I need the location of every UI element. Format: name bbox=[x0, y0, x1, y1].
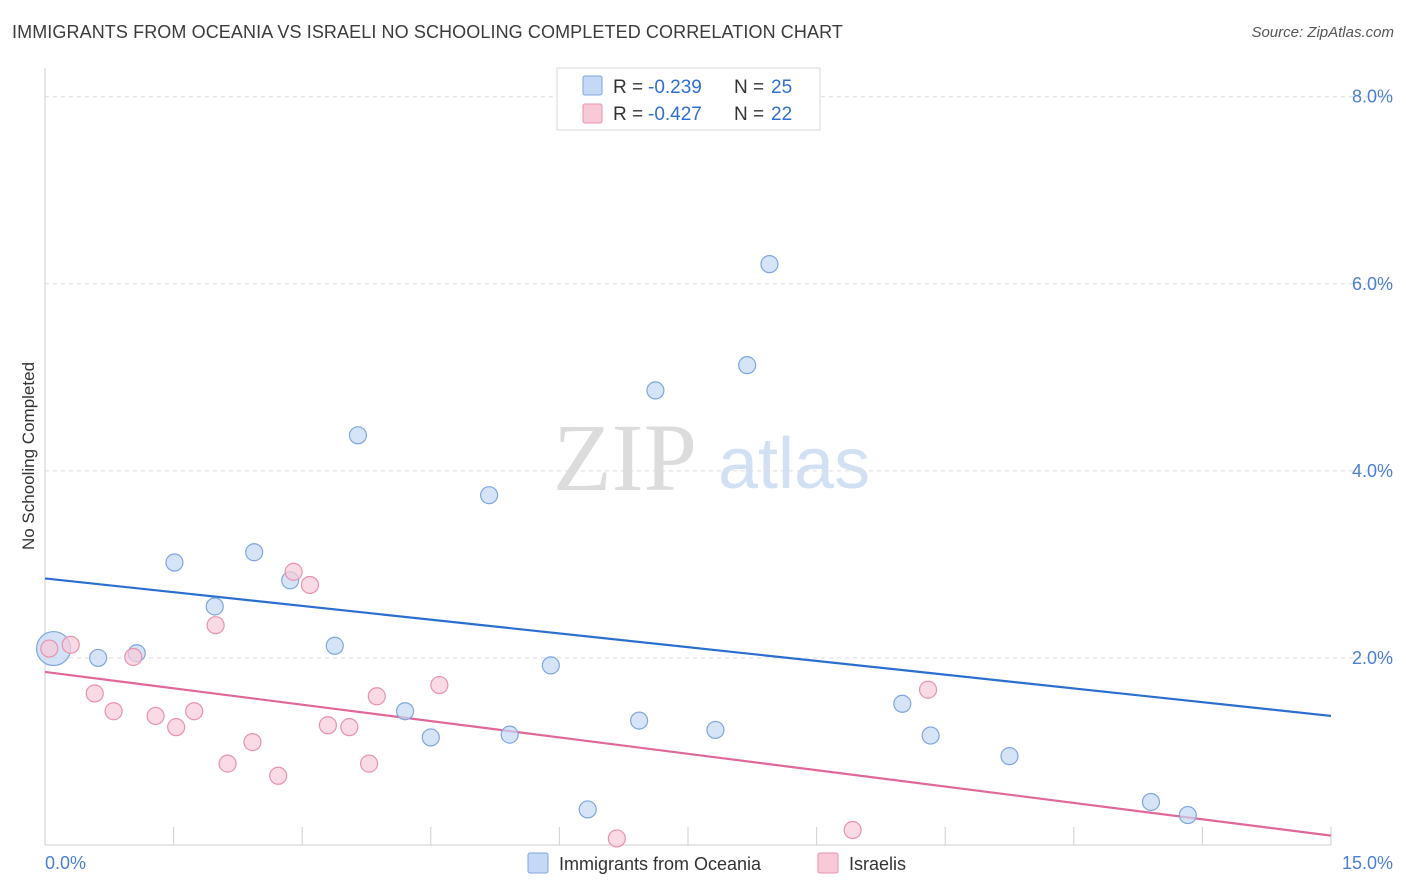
data-point-oceania bbox=[165, 553, 184, 572]
data-point-oceania bbox=[421, 728, 440, 747]
data-point-israelis bbox=[340, 718, 359, 737]
data-point-israelis bbox=[843, 820, 862, 840]
data-point-oceania bbox=[325, 636, 344, 655]
data-point-israelis bbox=[185, 702, 204, 721]
data-point-israelis bbox=[146, 706, 165, 726]
legend-r-value: -0.427 bbox=[648, 104, 702, 125]
data-point-oceania bbox=[578, 800, 597, 819]
data-point-oceania bbox=[646, 381, 665, 400]
data-point-israelis bbox=[206, 616, 225, 635]
legend-n-label: N = bbox=[734, 77, 764, 98]
data-point-oceania bbox=[395, 702, 415, 721]
data-point-israelis bbox=[918, 680, 938, 699]
watermark: ZIP atlas bbox=[553, 404, 870, 511]
legend-swatch-oceania bbox=[527, 852, 549, 874]
data-point-israelis bbox=[243, 733, 262, 752]
data-point-israelis bbox=[284, 562, 303, 581]
data-points bbox=[35, 255, 1197, 848]
legend-n-value: 25 bbox=[771, 77, 792, 98]
data-point-oceania bbox=[1178, 805, 1197, 825]
legend-swatch-oceania bbox=[582, 75, 603, 96]
data-point-israelis bbox=[124, 647, 143, 667]
data-point-oceania bbox=[1141, 792, 1161, 812]
y-tick-label: 6.0% bbox=[1352, 274, 1393, 294]
data-point-israelis bbox=[318, 716, 338, 735]
y-tick-label: 8.0% bbox=[1352, 87, 1393, 107]
data-point-israelis bbox=[367, 687, 386, 706]
tick-labels: 2.0% 4.0% 6.0% 8.0% 0.0% 15.0% bbox=[45, 87, 1393, 873]
series-legend: Immigrants from Oceania Israelis bbox=[527, 852, 906, 874]
data-point-oceania bbox=[245, 543, 264, 562]
axes bbox=[44, 68, 1332, 846]
legend-n-label: N = bbox=[734, 104, 764, 125]
data-point-oceania bbox=[921, 726, 940, 745]
data-point-oceania bbox=[541, 656, 560, 675]
data-point-israelis bbox=[359, 754, 379, 773]
data-point-oceania bbox=[630, 711, 649, 730]
data-point-oceania bbox=[893, 694, 912, 713]
data-point-israelis bbox=[269, 766, 288, 785]
y-tick-label: 4.0% bbox=[1352, 461, 1393, 481]
data-point-oceania bbox=[348, 426, 368, 445]
data-point-oceania bbox=[89, 648, 108, 668]
y-axis-label: No Schooling Completed bbox=[19, 362, 38, 550]
data-point-oceania bbox=[1000, 747, 1019, 766]
y-tick-label: 2.0% bbox=[1352, 648, 1393, 668]
trend-line bbox=[44, 670, 1332, 837]
legend-r-label: R = bbox=[613, 104, 643, 125]
data-point-israelis bbox=[104, 702, 123, 721]
x-tick-label: 15.0% bbox=[1342, 853, 1393, 873]
correlation-legend: R = -0.239 N = 25 R = -0.427 N = 22 bbox=[556, 67, 821, 131]
legend-swatch-israelis bbox=[582, 103, 603, 124]
watermark-atlas: atlas bbox=[718, 424, 870, 504]
source-credit: Source: ZipAtlas.com bbox=[1251, 24, 1394, 41]
legend-r-label: R = bbox=[613, 77, 643, 98]
x-tick-label: 0.0% bbox=[45, 853, 86, 873]
legend-n-value: 22 bbox=[771, 104, 792, 125]
legend-label-oceania: Immigrants from Oceania bbox=[559, 854, 762, 874]
data-point-oceania bbox=[205, 597, 224, 616]
data-point-israelis bbox=[167, 718, 186, 737]
data-point-oceania bbox=[479, 486, 499, 505]
data-point-oceania bbox=[706, 720, 725, 740]
trend-lines bbox=[44, 577, 1332, 837]
data-point-israelis bbox=[61, 635, 80, 654]
legend-r-value: -0.239 bbox=[648, 77, 702, 98]
grid bbox=[45, 96, 1392, 659]
data-point-oceania bbox=[500, 725, 519, 744]
data-point-israelis bbox=[607, 829, 626, 848]
data-point-israelis bbox=[40, 639, 59, 658]
data-point-israelis bbox=[85, 684, 104, 703]
data-point-israelis bbox=[430, 675, 449, 695]
legend-swatch-israelis bbox=[817, 852, 839, 874]
legend-label-israelis: Israelis bbox=[849, 854, 906, 874]
watermark-zip: ZIP bbox=[553, 404, 697, 511]
data-point-israelis bbox=[218, 754, 237, 773]
data-point-oceania bbox=[738, 356, 757, 375]
data-point-oceania bbox=[760, 255, 779, 274]
data-point-israelis bbox=[300, 575, 320, 595]
chart-title: IMMIGRANTS FROM OCEANIA VS ISRAELI NO SC… bbox=[12, 22, 843, 42]
trend-line bbox=[44, 577, 1332, 718]
